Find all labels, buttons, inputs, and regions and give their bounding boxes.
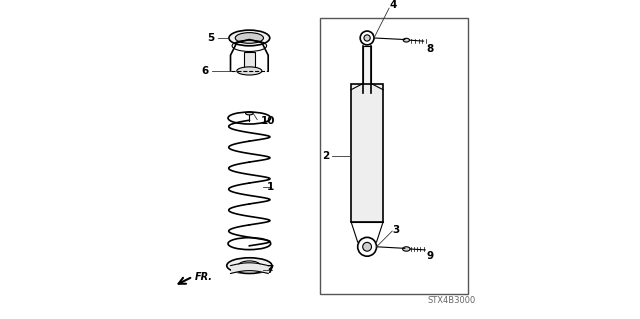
Text: 8: 8 [427,44,434,54]
Text: 1: 1 [267,182,274,192]
Text: 3: 3 [392,225,399,234]
Text: 5: 5 [207,33,215,43]
Bar [363,46,371,93]
Text: 4: 4 [389,0,396,10]
Ellipse shape [363,242,371,251]
Text: STX4B3000: STX4B3000 [428,296,476,305]
Bar [244,52,255,71]
Text: 7: 7 [267,265,274,275]
Ellipse shape [236,33,264,43]
Bar [351,84,383,222]
Ellipse shape [246,112,253,115]
Text: FR.: FR. [195,271,212,282]
Text: 9: 9 [427,251,434,261]
Text: 10: 10 [260,116,275,126]
Ellipse shape [403,38,410,42]
Ellipse shape [237,67,262,75]
Ellipse shape [229,30,270,46]
Ellipse shape [364,35,370,41]
Ellipse shape [403,247,410,251]
Ellipse shape [227,258,272,273]
Text: 2: 2 [322,151,329,161]
Bar [320,18,468,294]
Text: 6: 6 [202,66,209,76]
